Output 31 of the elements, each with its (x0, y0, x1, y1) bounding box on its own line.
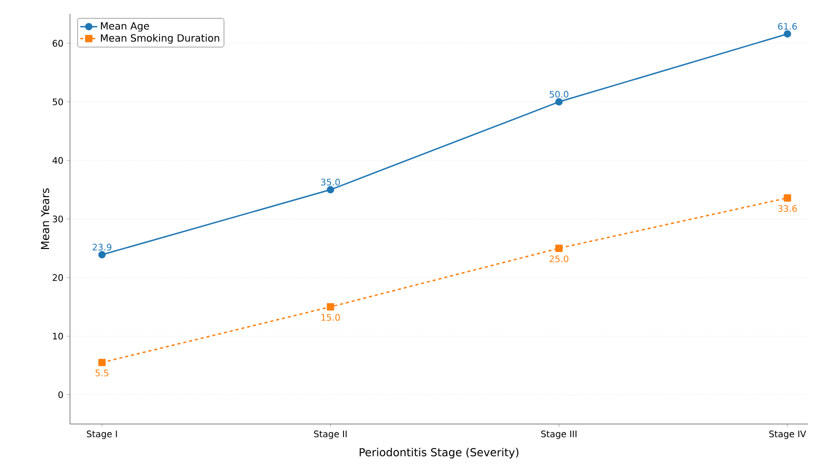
y-tick-label: 40 (52, 157, 63, 164)
x-tick-label: Stage III (541, 430, 576, 440)
x-axis-title: Periodontitis Stage (Severity) (360, 448, 518, 458)
data-label: 50.0 (550, 90, 568, 98)
point (98, 358, 106, 366)
point (326, 303, 334, 311)
y-tick-label: 20 (52, 274, 63, 281)
point (784, 194, 792, 202)
data-label: 35.0 (321, 178, 340, 186)
y-tick-label: 50 (52, 98, 63, 106)
point (784, 30, 792, 38)
x-tick-label: Stage I (86, 430, 117, 440)
data-label: 5.5 (96, 370, 108, 376)
y-tick-label: 10 (53, 332, 63, 340)
point (98, 251, 106, 258)
x-tick-label: Stage II (314, 430, 347, 440)
point (555, 98, 563, 106)
data-label: 23.9 (92, 244, 112, 251)
legend-label: Mean Smoking Duration (100, 34, 220, 44)
point (326, 186, 334, 194)
x-tick-label: Stage IV (769, 430, 806, 440)
y-axis-title: Mean Years (41, 188, 50, 250)
data-label: 25.0 (550, 255, 568, 262)
y-tick-label: 30 (52, 216, 63, 222)
y-tick-label: 60 (52, 40, 63, 47)
y-tick-label: 0 (58, 391, 63, 398)
point (555, 244, 563, 252)
data-label: 33.6 (778, 205, 797, 212)
data-label: 15.0 (321, 314, 340, 321)
data-label: 61.6 (778, 22, 797, 30)
legend-label: Mean Age (100, 22, 150, 32)
